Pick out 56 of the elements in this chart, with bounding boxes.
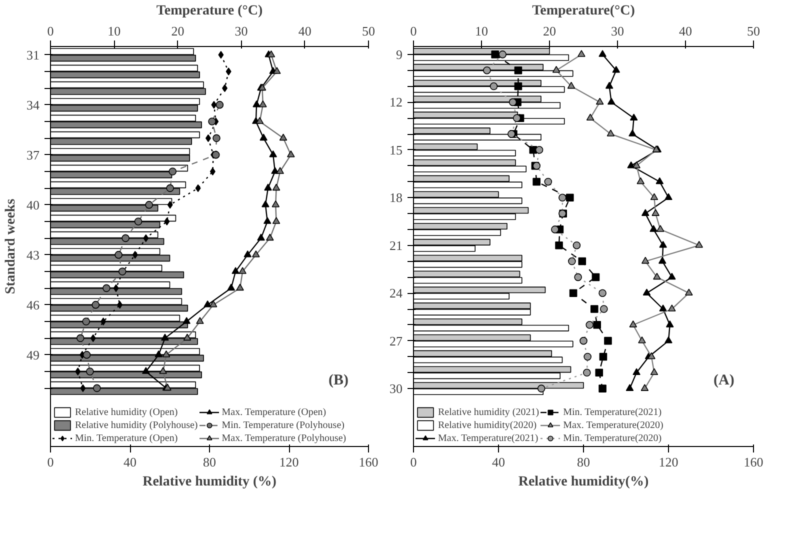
y-tick-label: 18 bbox=[390, 190, 402, 206]
x-tick-label: 40 bbox=[492, 454, 505, 470]
x2-tick-label: 30 bbox=[234, 24, 248, 38]
x2-tick-label: 50 bbox=[747, 24, 760, 38]
legend-label: Relative humidity (Open) bbox=[75, 406, 178, 418]
x-tick-label: 120 bbox=[658, 454, 678, 470]
y-tick-label: 40 bbox=[26, 197, 40, 212]
y-tick-label: 31 bbox=[26, 47, 40, 62]
y-tick-label: 15 bbox=[390, 142, 402, 158]
legend-label: Max. Temperature(2020) bbox=[563, 419, 664, 431]
y-tick-label: 30 bbox=[390, 381, 402, 396]
x-tick-label: 160 bbox=[358, 454, 378, 470]
x2-axis-title: Temperature (°C) bbox=[156, 4, 263, 18]
x-tick-label: 80 bbox=[203, 454, 216, 470]
y-tick-label: 43 bbox=[26, 247, 40, 262]
y-tick-label: 12 bbox=[390, 94, 402, 110]
legend-label: Relative humidity (Polyhouse) bbox=[75, 419, 198, 431]
legend-label: Min. Temperature (Open) bbox=[75, 432, 178, 444]
y-tick-label: 9 bbox=[396, 46, 402, 62]
legend-label: Min. Temperature(2021) bbox=[563, 406, 662, 418]
x2-axis-title: Temperature(°C) bbox=[532, 4, 636, 18]
x-axis-title: Relative humidity (%) bbox=[142, 474, 277, 490]
x2-tick-label: 30 bbox=[611, 24, 624, 38]
x-tick-label: 40 bbox=[124, 454, 136, 470]
x2-tick-label: 10 bbox=[475, 24, 488, 38]
y-tick-label: 49 bbox=[26, 347, 40, 362]
x2-tick-label: 0 bbox=[410, 24, 417, 38]
x2-tick-label: 20 bbox=[543, 24, 556, 38]
x2-tick-label: 40 bbox=[298, 24, 312, 38]
y-tick-label: 46 bbox=[26, 297, 40, 312]
legend-label: Max. Temperature(2021) bbox=[438, 432, 538, 444]
legend-label: Max. Temperature (Open) bbox=[222, 406, 326, 418]
legend-label: Max. Temperature (Polyhouse) bbox=[222, 432, 346, 444]
annotation: (B) bbox=[328, 372, 348, 388]
x-tick-label: 120 bbox=[279, 454, 299, 470]
legend-label: Min. Temperature(2020) bbox=[563, 432, 662, 444]
legend-label: Min. Temperature (Polyhouse) bbox=[222, 419, 344, 431]
x-tick-label: 0 bbox=[410, 454, 417, 470]
x-tick-label: 0 bbox=[47, 454, 54, 470]
x-tick-label: 160 bbox=[744, 454, 764, 470]
y-tick-label: 27 bbox=[390, 333, 403, 348]
legend-label: Relative humidity (2021) bbox=[438, 406, 540, 418]
x2-tick-label: 10 bbox=[108, 24, 121, 38]
y-tick-label: 24 bbox=[390, 286, 403, 301]
x2-tick-label: 40 bbox=[679, 24, 692, 38]
x2-tick-label: 20 bbox=[171, 24, 184, 38]
x-tick-label: 80 bbox=[577, 454, 590, 470]
y-tick-label: 21 bbox=[390, 238, 402, 253]
y-tick-label: 37 bbox=[26, 147, 40, 162]
x2-tick-label: 0 bbox=[47, 24, 54, 38]
annotation: (A) bbox=[714, 372, 734, 388]
y-axis-title: Standard weeks bbox=[4, 198, 18, 294]
y-tick-label: 34 bbox=[26, 97, 40, 112]
x-axis-title: Relative humidity(%) bbox=[518, 474, 649, 490]
x2-tick-label: 50 bbox=[362, 24, 375, 38]
legend-label: Relative humidity(2020) bbox=[438, 419, 537, 431]
